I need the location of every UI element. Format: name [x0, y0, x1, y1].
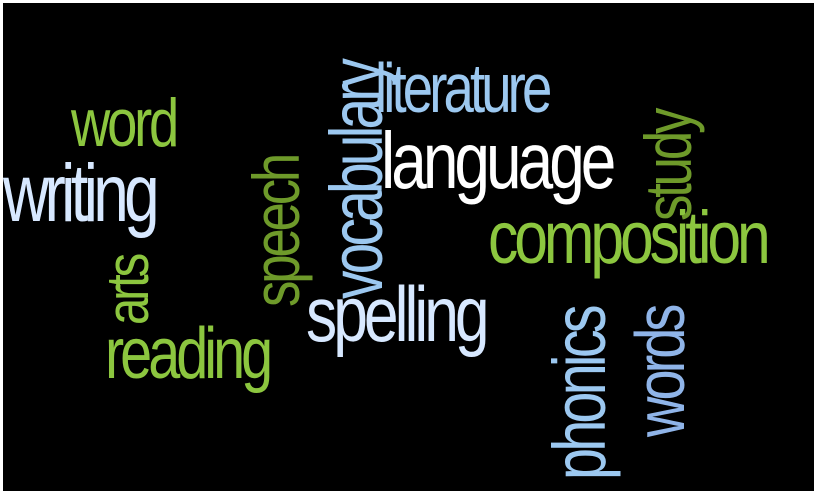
- word-spelling: spelling: [306, 270, 490, 358]
- word-vocabulary: vocabulary: [315, 61, 398, 299]
- word-phonics: phonics: [538, 308, 621, 480]
- word-words: words: [621, 307, 699, 437]
- word-word: word: [71, 85, 179, 161]
- word-literature: literature: [375, 49, 552, 127]
- word-writing: writing: [3, 148, 160, 239]
- word-study: study: [631, 110, 705, 221]
- word-composition: composition: [488, 196, 771, 279]
- word-reading: reading: [105, 314, 273, 394]
- word-arts: arts: [94, 256, 161, 325]
- word-speech: speech: [239, 155, 313, 307]
- word-cloud: literature word writing language composi…: [3, 3, 814, 491]
- word-language: language: [381, 116, 616, 205]
